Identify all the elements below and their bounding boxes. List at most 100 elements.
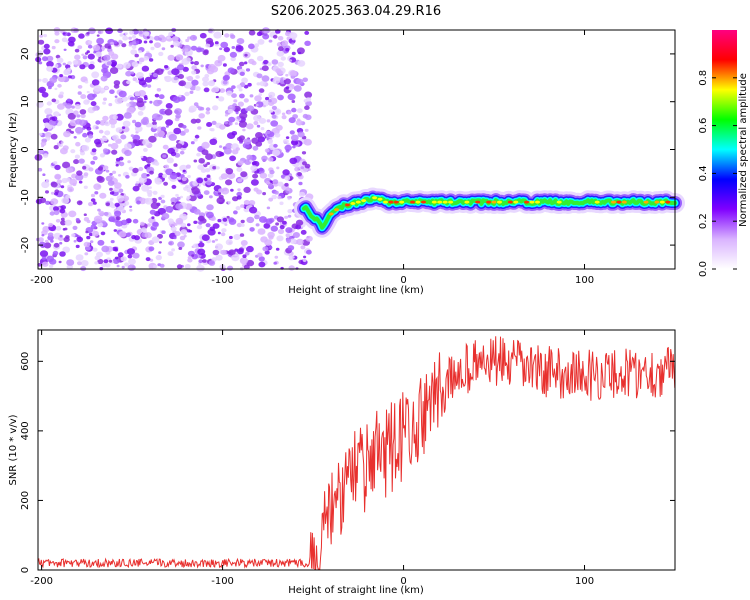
- noise-point: [153, 99, 162, 107]
- noise-point: [271, 114, 277, 119]
- noise-point: [137, 111, 144, 116]
- noise-point: [54, 87, 58, 91]
- noise-point: [48, 264, 54, 268]
- noise-point: [97, 185, 101, 188]
- noise-point: [172, 40, 180, 47]
- noise-point: [84, 252, 89, 256]
- noise-point: [304, 30, 310, 35]
- noise-point: [248, 30, 256, 36]
- noise-point: [119, 33, 124, 37]
- noise-point: [178, 179, 183, 183]
- noise-point: [262, 192, 266, 196]
- noise-point: [156, 88, 162, 92]
- noise-point: [59, 234, 63, 238]
- noise-point: [120, 219, 128, 226]
- noise-point: [45, 239, 49, 243]
- noise-point: [149, 40, 153, 44]
- noise-point: [257, 252, 263, 258]
- noise-point: [238, 138, 244, 143]
- noise-point: [132, 167, 139, 174]
- noise-point: [291, 42, 295, 45]
- ridge-hotspot: [437, 200, 443, 204]
- noise-point: [296, 108, 303, 114]
- noise-point: [86, 31, 90, 35]
- noise-point: [303, 255, 307, 259]
- noise-point: [215, 254, 223, 261]
- noise-point: [67, 98, 71, 102]
- noise-point: [249, 206, 258, 214]
- noise-point: [235, 45, 244, 52]
- noise-point: [146, 36, 150, 39]
- noise-point: [183, 128, 190, 133]
- noise-point: [295, 78, 304, 85]
- ridge-hotspot: [410, 200, 416, 204]
- noise-point: [287, 93, 296, 101]
- figure-title: S206.2025.363.04.29.R16: [271, 4, 441, 19]
- noise-point: [254, 43, 260, 48]
- noise-point: [305, 114, 312, 121]
- noise-point: [37, 167, 43, 172]
- noise-point: [68, 36, 76, 43]
- noise-point: [261, 155, 268, 162]
- noise-point: [87, 44, 93, 49]
- noise-point: [60, 220, 67, 226]
- noise-point: [301, 151, 307, 155]
- noise-point: [41, 92, 49, 98]
- noise-point: [130, 71, 135, 75]
- noise-point: [146, 189, 153, 195]
- noise-point: [130, 49, 138, 55]
- noise-point: [198, 242, 205, 248]
- noise-point: [65, 103, 72, 109]
- noise-point: [53, 111, 60, 117]
- noise-point: [191, 79, 199, 86]
- noise-point: [180, 174, 185, 178]
- noise-point: [154, 42, 161, 48]
- noise-point: [90, 193, 96, 198]
- noise-point: [193, 61, 199, 66]
- noise-point: [171, 68, 180, 76]
- noise-point: [54, 31, 60, 36]
- noise-point: [209, 138, 218, 145]
- noise-point: [164, 75, 172, 83]
- noise-point: [124, 32, 128, 35]
- noise-point: [124, 143, 132, 150]
- noise-point: [158, 196, 163, 200]
- noise-point: [69, 178, 78, 186]
- noise-point: [61, 177, 68, 184]
- noise-point: [61, 197, 70, 204]
- noise-point: [103, 97, 107, 101]
- noise-point: [64, 227, 68, 231]
- noise-point: [64, 219, 73, 226]
- ridge-hotspot: [350, 202, 356, 205]
- noise-point: [54, 164, 61, 171]
- noise-point: [78, 33, 85, 39]
- noise-point: [170, 44, 174, 48]
- noise-point: [123, 62, 131, 69]
- noise-point: [291, 107, 297, 113]
- noise-point: [275, 68, 282, 74]
- noise-point: [128, 36, 133, 40]
- noise-point: [289, 130, 295, 135]
- noise-point: [101, 67, 108, 74]
- noise-point: [304, 91, 313, 99]
- noise-point: [140, 221, 145, 226]
- noise-point: [56, 179, 62, 184]
- noise-point: [260, 127, 265, 131]
- noise-point: [307, 168, 311, 172]
- noise-point: [136, 72, 144, 79]
- noise-point: [206, 180, 212, 186]
- noise-point: [44, 108, 53, 115]
- noise-point: [284, 215, 289, 219]
- noise-point: [267, 157, 274, 162]
- noise-point: [44, 122, 50, 127]
- ridge-hotspot: [372, 196, 378, 200]
- noise-point: [114, 97, 123, 105]
- noise-point: [268, 39, 273, 43]
- noise-point: [140, 227, 147, 233]
- noise-point: [305, 235, 313, 242]
- noise-point: [201, 149, 209, 156]
- noise-point: [79, 109, 87, 115]
- noise-point: [219, 47, 223, 51]
- noise-point: [136, 200, 141, 205]
- noise-point: [243, 98, 249, 103]
